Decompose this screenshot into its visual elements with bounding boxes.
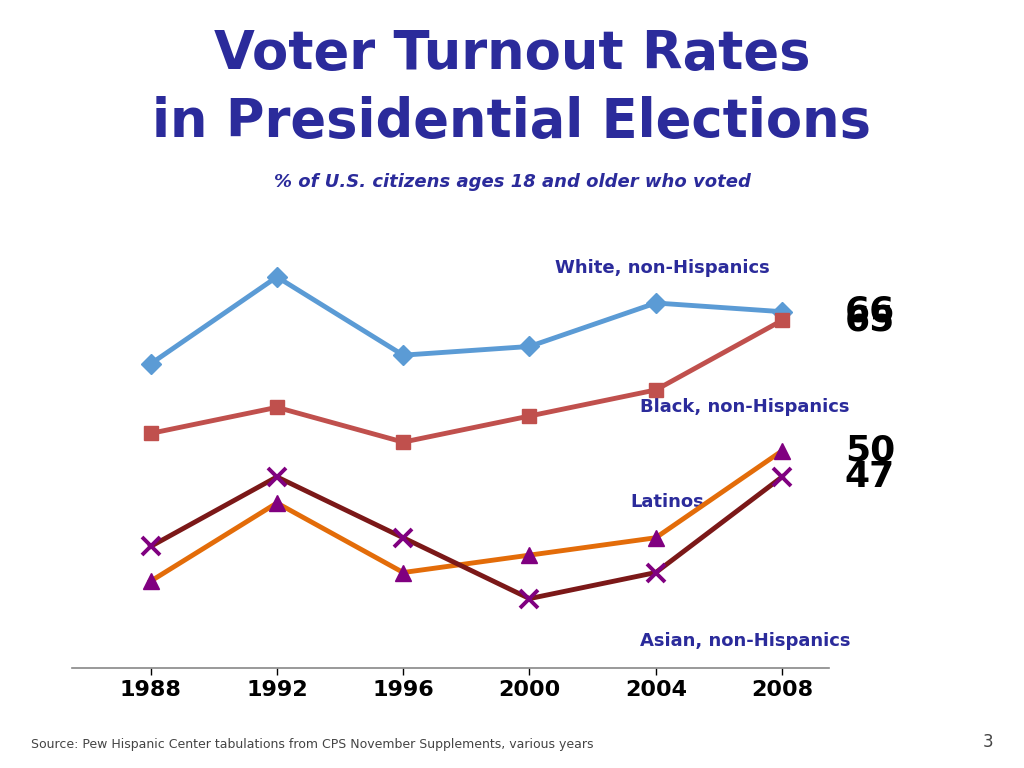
Text: 47: 47 xyxy=(845,460,895,494)
Text: 50: 50 xyxy=(845,434,895,468)
Text: in Presidential Elections: in Presidential Elections xyxy=(153,96,871,148)
Text: 66: 66 xyxy=(845,295,895,329)
Text: 3: 3 xyxy=(983,733,993,751)
Text: % of U.S. citizens ages 18 and older who voted: % of U.S. citizens ages 18 and older who… xyxy=(273,173,751,190)
Text: White, non-Hispanics: White, non-Hispanics xyxy=(555,259,769,276)
Text: Voter Turnout Rates: Voter Turnout Rates xyxy=(214,28,810,80)
Text: 65: 65 xyxy=(845,303,895,337)
Text: Black, non-Hispanics: Black, non-Hispanics xyxy=(640,398,850,415)
Text: Asian, non-Hispanics: Asian, non-Hispanics xyxy=(640,632,851,650)
Text: Source: Pew Hispanic Center tabulations from CPS November Supplements, various y: Source: Pew Hispanic Center tabulations … xyxy=(31,738,593,751)
Text: Latinos: Latinos xyxy=(631,493,705,511)
